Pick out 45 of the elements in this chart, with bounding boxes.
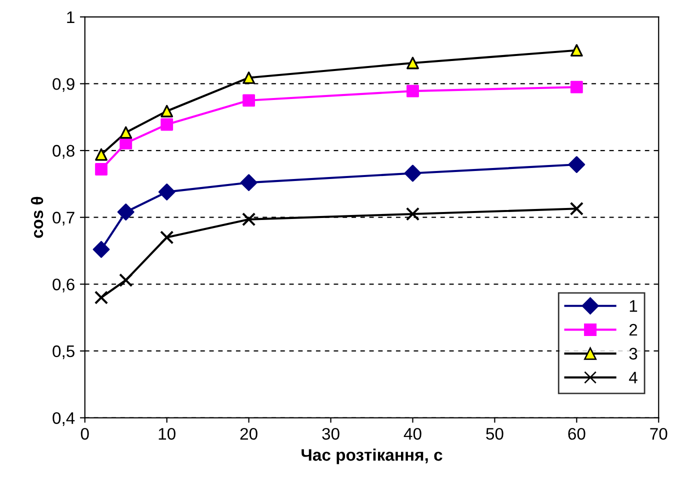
x-axis-title: Час розтікання, с — [302, 448, 442, 464]
y-tick-label: 0,7 — [52, 212, 74, 226]
point — [158, 184, 176, 200]
x-tick-label: 70 — [650, 428, 668, 440]
point — [406, 56, 419, 70]
y-tick-label: 0,6 — [52, 278, 74, 292]
y-tick-label: 0,8 — [52, 144, 74, 159]
point — [242, 212, 256, 226]
legend-label: 1 — [630, 300, 638, 312]
y-tick-label: 0,9 — [52, 78, 74, 92]
point — [240, 174, 258, 192]
point — [119, 273, 133, 288]
x-tick-label: 30 — [322, 428, 340, 440]
point — [160, 104, 174, 118]
point — [160, 230, 174, 244]
legend-label: 4 — [629, 372, 638, 384]
point — [570, 80, 583, 94]
x-tick-label: 60 — [568, 428, 586, 440]
y-tick-label: 0,4 — [52, 412, 75, 426]
point — [117, 204, 134, 220]
point — [120, 136, 132, 150]
point — [570, 44, 583, 57]
point — [95, 163, 108, 176]
y-axis-title: cos θ — [30, 196, 44, 238]
point — [404, 164, 422, 182]
y-tick-label: 1 — [67, 11, 74, 23]
legend-label: 2 — [629, 324, 638, 336]
x-tick-label: 40 — [404, 428, 422, 440]
point — [95, 148, 108, 161]
y-tick-label: 0,5 — [52, 345, 74, 360]
point — [92, 240, 110, 258]
point — [570, 202, 584, 216]
x-tick-label: 50 — [486, 428, 504, 440]
x-tick-label: 20 — [240, 428, 258, 440]
point — [568, 156, 586, 174]
point — [406, 207, 420, 221]
point — [242, 71, 256, 84]
point — [120, 126, 132, 139]
x-tick-label: 0 — [80, 428, 89, 440]
x-tick-label: 10 — [158, 428, 176, 440]
point — [94, 290, 108, 304]
legend-label: 3 — [629, 348, 638, 360]
point — [242, 94, 256, 107]
point — [160, 118, 174, 131]
point — [406, 84, 419, 98]
